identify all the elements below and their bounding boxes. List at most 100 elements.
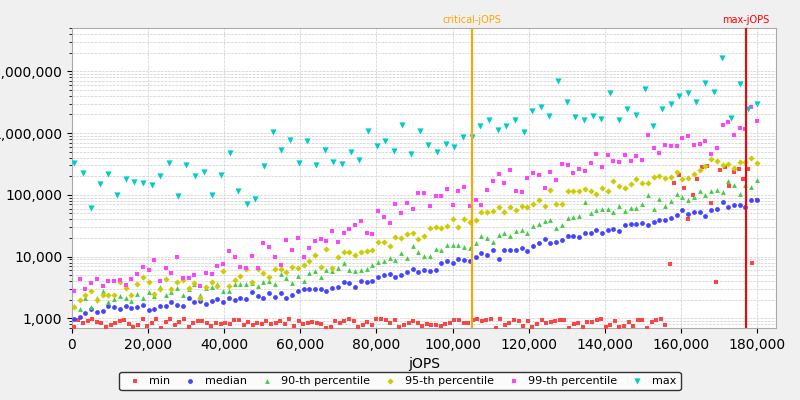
90-th percentile	[734, 191, 746, 197]
median	[521, 248, 534, 255]
95-th percentile	[504, 204, 517, 210]
99-th percentile	[297, 254, 310, 260]
95-th percentile	[331, 254, 344, 260]
min	[95, 320, 108, 326]
max	[362, 128, 374, 134]
90-th percentile	[745, 184, 758, 190]
99-th percentile	[326, 228, 338, 234]
99-th percentile	[578, 168, 591, 174]
max	[344, 149, 357, 156]
median	[653, 217, 666, 224]
95-th percentile	[314, 264, 327, 270]
95-th percentile	[372, 238, 385, 245]
99-th percentile	[389, 200, 402, 207]
99-th percentile	[687, 141, 700, 148]
90-th percentile	[470, 240, 482, 246]
95-th percentile	[423, 224, 436, 231]
99-th percentile	[418, 190, 430, 196]
min	[127, 324, 140, 330]
90-th percentile	[716, 189, 729, 195]
95-th percentile	[544, 187, 557, 193]
99-th percentile	[595, 164, 608, 170]
90-th percentile	[394, 250, 407, 256]
95-th percentile	[234, 273, 246, 280]
99-th percentile	[378, 213, 390, 220]
99-th percentile	[108, 278, 121, 284]
max	[457, 134, 470, 140]
max	[85, 204, 98, 211]
median	[228, 296, 241, 303]
90-th percentile	[515, 227, 528, 233]
90-th percentile	[349, 268, 362, 274]
99-th percentile	[338, 230, 350, 236]
max	[266, 129, 279, 135]
95-th percentile	[274, 266, 287, 272]
99-th percentile	[452, 188, 465, 194]
95-th percentile	[194, 295, 206, 301]
min	[439, 320, 452, 327]
90-th percentile	[366, 262, 378, 268]
median	[251, 293, 264, 299]
max	[560, 99, 573, 106]
min	[691, 176, 704, 183]
95-th percentile	[354, 248, 367, 255]
95-th percentile	[510, 207, 522, 214]
90-th percentile	[705, 188, 718, 194]
median	[550, 239, 562, 246]
median	[544, 240, 557, 246]
max	[128, 178, 141, 185]
90-th percentile	[550, 225, 562, 231]
95-th percentile	[647, 174, 660, 180]
99-th percentile	[745, 104, 758, 110]
99-th percentile	[412, 190, 425, 196]
min	[214, 321, 227, 327]
max	[310, 162, 322, 168]
90-th percentile	[125, 298, 138, 304]
max	[214, 172, 227, 178]
min	[265, 321, 278, 327]
min	[196, 318, 209, 324]
95-th percentile	[303, 257, 316, 264]
min	[324, 324, 337, 330]
min	[242, 319, 254, 325]
median	[217, 299, 230, 305]
median	[108, 304, 121, 310]
99-th percentile	[291, 234, 304, 241]
95-th percentile	[148, 291, 161, 298]
min	[182, 323, 195, 330]
median	[584, 230, 597, 236]
min	[554, 317, 566, 323]
min	[750, 197, 763, 203]
min	[389, 316, 402, 323]
95-th percentile	[79, 292, 92, 298]
95-th percentile	[670, 169, 683, 175]
min	[297, 320, 310, 327]
min	[457, 319, 470, 326]
90-th percentile	[642, 192, 654, 198]
min	[164, 316, 177, 322]
max	[292, 160, 305, 166]
max	[387, 148, 400, 154]
90-th percentile	[383, 254, 396, 261]
min	[718, 164, 731, 170]
min	[663, 261, 676, 267]
max	[543, 113, 556, 119]
95-th percentile	[470, 217, 482, 223]
min	[104, 322, 117, 328]
max	[466, 134, 478, 140]
99-th percentile	[630, 153, 643, 160]
median	[67, 316, 80, 322]
99-th percentile	[102, 278, 114, 284]
95-th percentile	[458, 216, 470, 223]
99-th percentile	[165, 269, 178, 276]
median	[378, 272, 390, 278]
99-th percentile	[699, 137, 712, 144]
median	[222, 294, 235, 301]
max	[578, 116, 590, 123]
median	[159, 303, 172, 309]
min	[109, 320, 122, 326]
99-th percentile	[670, 142, 683, 149]
90-th percentile	[96, 288, 109, 294]
min	[406, 317, 419, 324]
95-th percentile	[745, 155, 758, 161]
